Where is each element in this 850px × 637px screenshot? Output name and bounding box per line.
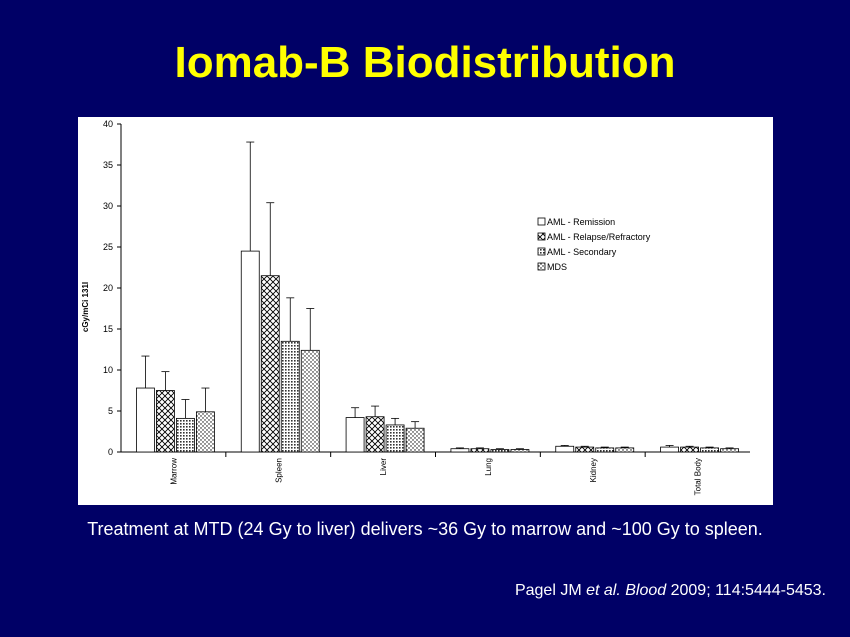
bar [595,447,615,453]
legend-label: MDS [547,262,567,272]
bar [680,446,699,453]
y-tick-label: 35 [103,160,113,170]
bar [470,448,490,453]
bar [260,275,280,453]
y-tick-label: 15 [103,324,113,334]
citation: Pagel JM et al. Blood 2009; 114:5444-545… [515,582,826,600]
y-tick-label: 30 [103,201,113,211]
bar [405,427,425,453]
chart-panel: 0 5 10 15 20 25 30 35 40 cGy/mCi 131I Marrow Spleen… [78,117,773,505]
bar [196,411,215,453]
bar [345,417,365,453]
citation-journal: Blood [625,582,667,599]
y-tick-label: 40 [103,119,113,129]
bar [720,448,739,453]
y-tick-label: 20 [103,283,113,293]
bar [365,416,385,453]
x-tick-label: Lung [484,458,493,476]
bar [385,424,405,453]
y-axis-label: cGy/mCi 131I [81,282,90,332]
x-tick-label: Marrow [169,458,178,485]
x-tick-label: Spleen [274,458,283,483]
legend-swatch [537,217,546,226]
bar [660,446,679,453]
y-tick-label: 0 [108,447,113,457]
bar [490,449,510,453]
y-tick-label: 25 [103,242,113,252]
slide-title: Iomab-B Biodistribution [174,38,676,87]
bar [615,447,635,453]
y-tick-label: 5 [108,406,113,416]
bar [156,390,175,453]
legend-swatch [537,262,546,271]
bar [510,449,530,453]
x-tick-label: Total Body [694,458,703,495]
citation-rest: 2009; 114:5444-5453. [666,582,826,599]
bar [176,417,195,453]
x-tick-label: Liver [379,458,388,476]
bar [450,448,470,453]
legend-label: AML - Secondary [547,247,617,257]
legend-label: AML - Remission [547,217,615,227]
bar-chart: 0 5 10 15 20 25 30 35 40 cGy/mCi 131I Marrow Spleen… [81,119,750,495]
bar [240,250,260,453]
bar [555,445,575,453]
bar [300,349,320,453]
legend-swatch [537,232,546,241]
bar [280,340,300,453]
x-tick-label: Kidney [589,458,598,482]
y-tick-label: 10 [103,365,113,375]
citation-author: Pagel JM [514,582,587,599]
legend-label: AML - Relapse/Refractory [547,232,651,242]
bar [136,387,155,453]
citation-etal: et al. [586,582,621,599]
bar [700,447,719,453]
legend-swatch [537,247,546,256]
slide-caption: Treatment at MTD (24 Gy to liver) delive… [87,519,763,539]
bar [575,446,595,453]
